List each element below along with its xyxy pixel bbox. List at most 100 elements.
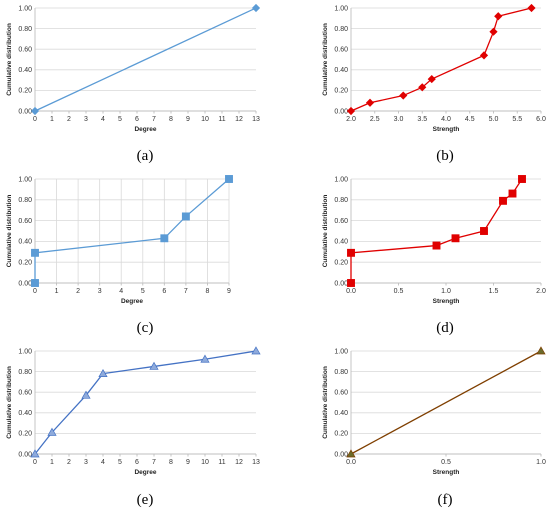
y-tick-label: 0.80 bbox=[18, 197, 32, 204]
y-tick-label: 0.60 bbox=[18, 218, 32, 225]
data-point bbox=[31, 248, 39, 257]
x-tick-label: 9 bbox=[186, 116, 190, 123]
y-tick-label: 0.40 bbox=[334, 67, 348, 74]
data-point bbox=[149, 361, 159, 370]
x-tick-label: 0 bbox=[33, 459, 37, 466]
y-axis-title: Cumulative distribution bbox=[6, 195, 13, 268]
chart-panel-b: 0.00 0.20 0.40 0.60 0.80 1.00 2.0 2.5 3.0 3.5 4.0 4… bbox=[322, 3, 546, 164]
x-tick-label: 0 bbox=[33, 288, 37, 295]
data-point bbox=[494, 12, 503, 21]
x-tick-label: 7 bbox=[152, 459, 156, 466]
x-tick-label: 7 bbox=[152, 116, 156, 123]
panel-caption: (f) bbox=[438, 492, 453, 508]
x-tick-label: 5.0 bbox=[489, 116, 499, 123]
data-point bbox=[527, 3, 536, 13]
x-tick-label: 0.0 bbox=[346, 288, 356, 295]
y-tick-label: 0.40 bbox=[18, 67, 32, 74]
x-tick-label: 3 bbox=[84, 459, 88, 466]
x-axis-title: Degree bbox=[134, 469, 156, 476]
x-tick-label: 8 bbox=[169, 459, 173, 466]
y-tick-label: 0.80 bbox=[18, 369, 32, 376]
y-axis-title: Cumulative distribution bbox=[322, 195, 329, 268]
x-tick-label: 3.0 bbox=[394, 116, 404, 123]
data-point bbox=[225, 175, 233, 183]
x-tick-label: 12 bbox=[235, 459, 243, 466]
data-point bbox=[347, 248, 355, 257]
y-tick-label: 1.00 bbox=[334, 348, 348, 355]
x-tick-label: 13 bbox=[252, 116, 260, 123]
chart-panel-d: 0.00 0.20 0.40 0.60 0.80 1.00 0.0 0.5 1.0 1.5 2.0 S… bbox=[322, 175, 546, 336]
panel-caption: (e) bbox=[137, 492, 154, 508]
y-tick-label: 0.20 bbox=[18, 431, 32, 438]
data-point bbox=[418, 83, 427, 92]
data-point bbox=[518, 175, 526, 183]
panel-caption: (a) bbox=[137, 148, 154, 164]
x-tick-label: 2.0 bbox=[346, 116, 356, 123]
y-tick-label: 0.20 bbox=[334, 431, 348, 438]
data-point bbox=[346, 106, 356, 116]
x-tick-label: 4 bbox=[101, 459, 105, 466]
x-tick-label: 5 bbox=[141, 288, 145, 295]
data-point bbox=[480, 227, 488, 235]
y-axis-title: Cumulative distribution bbox=[6, 366, 13, 439]
chart-panel-e: 0.000.200.400.600.801.000 1 2 3 4 5 6 7 8 9 10 11 12… bbox=[6, 346, 261, 508]
x-tick-label: 9 bbox=[186, 459, 190, 466]
x-tick-label: 4 bbox=[119, 288, 123, 295]
x-axis-title: Strength bbox=[433, 126, 460, 133]
y-tick-label: 0.60 bbox=[334, 47, 348, 54]
y-tick-label: 1.00 bbox=[334, 176, 348, 183]
y-tick-label: 0.40 bbox=[18, 239, 32, 246]
data-point bbox=[508, 189, 517, 198]
x-tick-label: 0 bbox=[33, 116, 37, 123]
x-tick-label: 13 bbox=[252, 459, 260, 466]
series-line bbox=[34, 350, 257, 455]
x-tick-label: 10 bbox=[201, 459, 209, 466]
x-tick-label: 1 bbox=[50, 116, 54, 123]
x-axis-title: Strength bbox=[433, 469, 460, 476]
x-tick-label: 11 bbox=[218, 459, 225, 466]
y-tick-label: 0.60 bbox=[18, 390, 32, 397]
x-tick-label: 2.5 bbox=[370, 116, 380, 123]
x-axis-title: Strength bbox=[433, 298, 460, 305]
x-tick-label: 0.0 bbox=[346, 459, 356, 466]
x-tick-label: 6 bbox=[135, 459, 139, 466]
y-tick-label: 0.20 bbox=[334, 88, 348, 95]
y-tick-label: 0.20 bbox=[18, 88, 32, 95]
x-tick-label: 12 bbox=[235, 116, 243, 123]
y-tick-label: 0.40 bbox=[18, 410, 32, 417]
data-point bbox=[98, 368, 108, 378]
data-point bbox=[251, 346, 261, 355]
data-point bbox=[451, 234, 460, 243]
data-point bbox=[81, 390, 91, 399]
data-point bbox=[47, 427, 57, 436]
data-point bbox=[251, 3, 261, 13]
x-axis-title: Degree bbox=[134, 126, 156, 133]
x-tick-label: 2 bbox=[67, 459, 71, 466]
y-tick-label: 0.60 bbox=[18, 47, 32, 54]
panel-caption: (c) bbox=[137, 320, 154, 336]
series-line bbox=[34, 7, 257, 112]
x-tick-label: 6 bbox=[162, 288, 166, 295]
y-tick-label: 0.20 bbox=[334, 260, 348, 267]
y-tick-label: 0.00 bbox=[18, 451, 32, 458]
data-point bbox=[30, 106, 40, 116]
y-tick-label: 0.80 bbox=[334, 197, 348, 204]
y-tick-label: 0.80 bbox=[18, 26, 32, 33]
series-line bbox=[350, 7, 532, 112]
y-tick-label: 0.20 bbox=[18, 260, 32, 267]
x-tick-label: 3 bbox=[98, 288, 102, 295]
x-tick-label: 8 bbox=[205, 288, 209, 295]
chart-panel-f: 0.00 0.20 0.40 0.60 0.80 1.00 0.0 0.5 1.0 Strengt… bbox=[322, 346, 546, 508]
y-tick-label: 0.40 bbox=[334, 239, 348, 246]
y-tick-label: 0.00 bbox=[18, 108, 32, 115]
x-tick-label: 5 bbox=[118, 459, 122, 466]
x-tick-label: 1.5 bbox=[489, 288, 499, 295]
x-tick-label: 1 bbox=[50, 459, 54, 466]
y-tick-label: 0.60 bbox=[334, 390, 348, 397]
x-tick-label: 4.0 bbox=[441, 116, 451, 123]
y-axis-title: Cumulative distribution bbox=[6, 23, 13, 96]
y-tick-label: 0.80 bbox=[334, 26, 348, 33]
y-tick-label: 0.40 bbox=[334, 410, 348, 417]
y-tick-label: 1.00 bbox=[18, 176, 32, 183]
